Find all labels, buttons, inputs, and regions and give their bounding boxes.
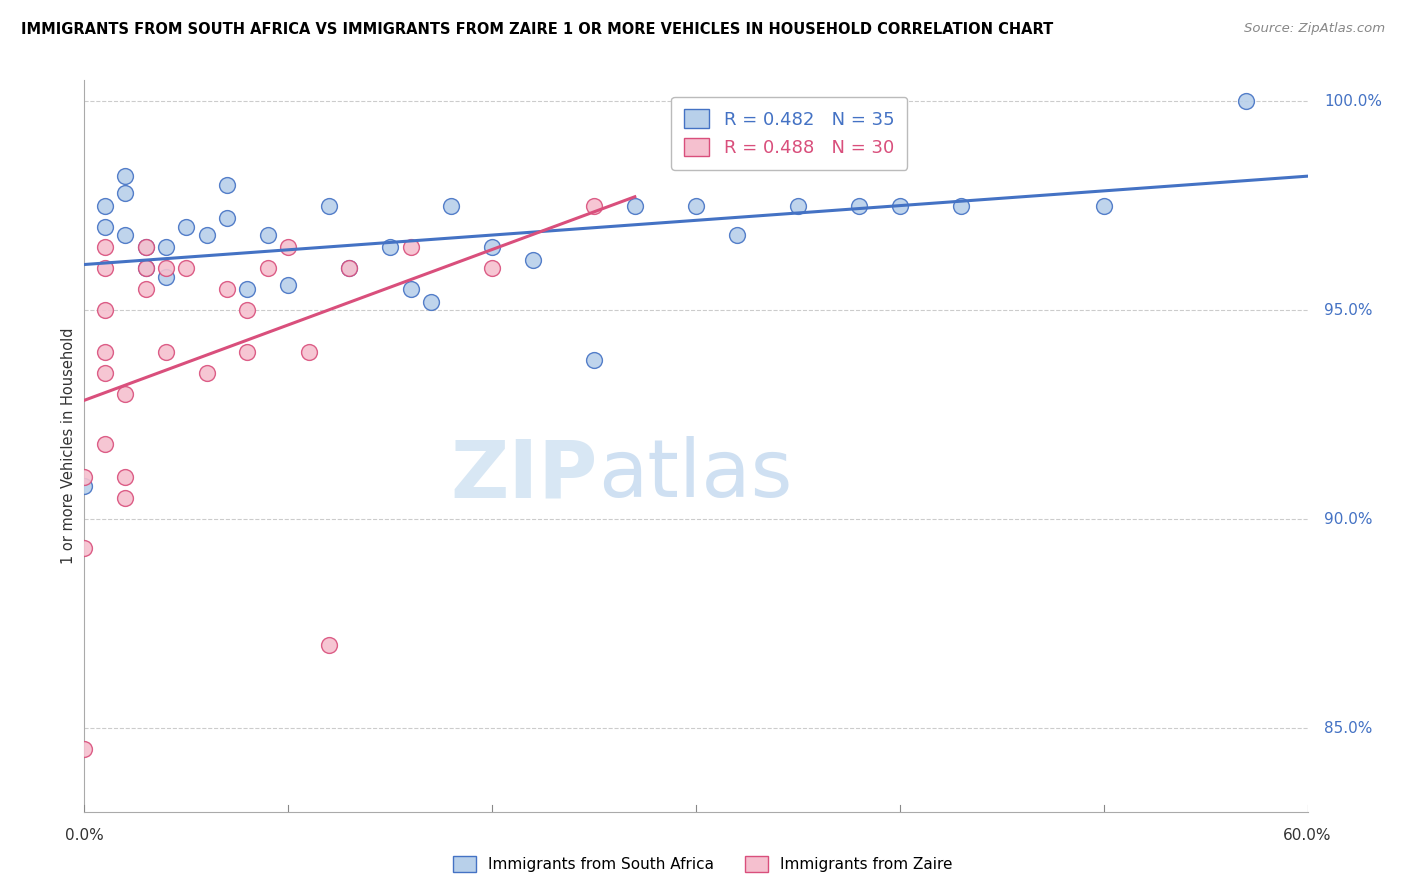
Point <box>135 240 157 254</box>
Point <box>339 261 360 276</box>
Legend: R = 0.482   N = 35, R = 0.488   N = 30: R = 0.482 N = 35, R = 0.488 N = 30 <box>672 96 907 169</box>
Point <box>93 303 115 318</box>
Point <box>318 199 340 213</box>
Text: 0.0%: 0.0% <box>65 829 104 844</box>
Point <box>93 219 115 234</box>
Point <box>950 199 973 213</box>
Point <box>787 199 810 213</box>
Point <box>73 470 96 484</box>
Point <box>1092 199 1115 213</box>
Y-axis label: 1 or more Vehicles in Household: 1 or more Vehicles in Household <box>60 327 76 565</box>
Point <box>889 199 911 213</box>
Point <box>481 261 503 276</box>
Point <box>217 178 239 192</box>
Point <box>73 742 96 756</box>
Point <box>725 227 748 242</box>
Point <box>174 219 197 234</box>
Point <box>114 470 136 484</box>
Text: 90.0%: 90.0% <box>1324 512 1372 526</box>
Text: Source: ZipAtlas.com: Source: ZipAtlas.com <box>1244 22 1385 36</box>
Text: IMMIGRANTS FROM SOUTH AFRICA VS IMMIGRANTS FROM ZAIRE 1 OR MORE VEHICLES IN HOUS: IMMIGRANTS FROM SOUTH AFRICA VS IMMIGRAN… <box>21 22 1053 37</box>
Text: 95.0%: 95.0% <box>1324 302 1372 318</box>
Point <box>217 282 239 296</box>
Point <box>481 240 503 254</box>
Point <box>277 240 299 254</box>
Point <box>257 261 280 276</box>
Point <box>399 240 422 254</box>
Point <box>155 269 177 284</box>
Point <box>1234 94 1257 108</box>
Point <box>135 261 157 276</box>
Point <box>582 199 605 213</box>
Point <box>236 303 259 318</box>
Text: 60.0%: 60.0% <box>1284 829 1331 844</box>
Point <box>155 345 177 359</box>
Point <box>114 186 136 201</box>
Point <box>93 240 115 254</box>
Point <box>114 169 136 184</box>
Point <box>380 240 402 254</box>
Legend: Immigrants from South Africa, Immigrants from Zaire: Immigrants from South Africa, Immigrants… <box>446 848 960 880</box>
Point <box>93 345 115 359</box>
Point <box>277 278 299 293</box>
Point <box>195 227 218 242</box>
Point <box>339 261 360 276</box>
Point <box>135 282 157 296</box>
Point <box>93 437 115 451</box>
Point <box>236 345 259 359</box>
Point <box>685 199 707 213</box>
Point <box>420 294 443 309</box>
Point <box>155 240 177 254</box>
Point <box>73 479 96 493</box>
Text: ZIP: ZIP <box>451 436 598 515</box>
Point <box>848 199 870 213</box>
Point <box>217 211 239 226</box>
Point <box>399 282 422 296</box>
Point <box>298 345 321 359</box>
Point <box>155 261 177 276</box>
Point <box>174 261 197 276</box>
Point <box>114 227 136 242</box>
Point <box>135 240 157 254</box>
Point <box>440 199 463 213</box>
Text: 85.0%: 85.0% <box>1324 721 1372 736</box>
Point <box>236 282 259 296</box>
Text: 100.0%: 100.0% <box>1324 94 1382 109</box>
Point <box>114 491 136 506</box>
Point <box>522 252 544 267</box>
Point <box>195 366 218 380</box>
Point <box>73 541 96 556</box>
Point <box>135 261 157 276</box>
Point <box>93 366 115 380</box>
Point <box>257 227 280 242</box>
Point <box>318 638 340 652</box>
Point <box>624 199 647 213</box>
Point <box>93 199 115 213</box>
Point <box>582 353 605 368</box>
Point <box>114 386 136 401</box>
Text: atlas: atlas <box>598 436 793 515</box>
Point <box>93 261 115 276</box>
